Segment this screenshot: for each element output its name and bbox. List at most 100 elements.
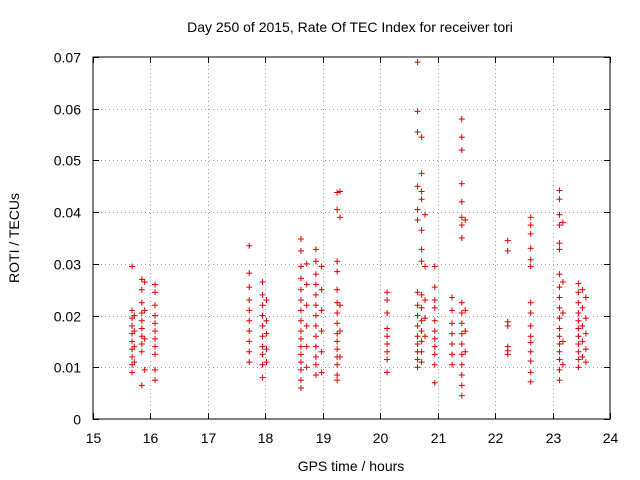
data-point (414, 206, 421, 213)
data-point (579, 338, 586, 345)
data-point (334, 377, 341, 384)
data-point (414, 216, 421, 223)
data-point (312, 322, 319, 329)
data-point (297, 317, 304, 324)
x-tick-label: 23 (546, 430, 562, 446)
data-point (246, 307, 253, 314)
y-axis-label: ROTI / TECUs (6, 193, 22, 283)
data-point (131, 328, 138, 335)
data-point (297, 247, 304, 254)
data-point (246, 317, 253, 324)
data-point (575, 299, 582, 306)
data-point (297, 335, 304, 342)
data-point (458, 134, 465, 141)
data-point (556, 284, 563, 291)
data-point (418, 291, 425, 298)
data-point (297, 263, 304, 270)
data-point (418, 246, 425, 253)
data-point (414, 341, 421, 348)
data-point (462, 348, 469, 355)
data-point (575, 325, 582, 332)
data-point (556, 240, 563, 247)
x-tick-label: 18 (258, 430, 274, 446)
data-point (312, 271, 319, 278)
data-point (246, 242, 253, 249)
data-point (303, 281, 310, 288)
data-point (431, 328, 438, 335)
x-tick-label: 16 (143, 430, 159, 446)
data-point (422, 315, 429, 322)
x-tick-label: 24 (603, 430, 619, 446)
data-point (504, 322, 511, 329)
data-point (414, 289, 421, 296)
data-point (449, 320, 456, 327)
x-axis-label: GPS time / hours (298, 458, 405, 474)
data-point (559, 338, 566, 345)
data-point (246, 328, 253, 335)
data-point (418, 304, 425, 311)
data-point (575, 280, 582, 287)
data-point (527, 378, 534, 385)
data-point (384, 297, 391, 304)
data-point (418, 348, 425, 355)
x-tick-label: 19 (316, 430, 332, 446)
data-point (384, 369, 391, 376)
data-point (458, 392, 465, 399)
data-point (556, 377, 563, 384)
data-point (504, 247, 511, 254)
data-point (458, 309, 465, 316)
data-point (462, 328, 469, 335)
data-point (131, 312, 138, 319)
data-point (129, 322, 136, 329)
data-point (527, 222, 534, 229)
data-point (312, 333, 319, 340)
data-point (556, 348, 563, 355)
data-point (152, 312, 159, 319)
data-point (263, 346, 270, 353)
data-point (141, 366, 148, 373)
data-point (556, 333, 563, 340)
data-point (152, 328, 159, 335)
data-point (575, 348, 582, 355)
data-point (297, 307, 304, 314)
data-point (458, 214, 465, 221)
data-point (334, 268, 341, 275)
y-tick-label: 0.06 (54, 102, 81, 118)
data-point (458, 222, 465, 229)
data-point (259, 322, 266, 329)
data-point (556, 304, 563, 311)
data-point (138, 299, 145, 306)
data-point (556, 341, 563, 348)
data-point (575, 341, 582, 348)
data-point (312, 372, 319, 379)
data-point (414, 302, 421, 309)
data-point (246, 297, 253, 304)
data-point (579, 353, 586, 360)
data-point (504, 237, 511, 244)
data-point (556, 315, 563, 322)
data-point (431, 297, 438, 304)
data-point (334, 338, 341, 345)
data-point (449, 341, 456, 348)
data-point (559, 309, 566, 316)
data-point (527, 333, 534, 340)
data-point (152, 289, 159, 296)
data-point (458, 116, 465, 123)
data-point (263, 317, 270, 324)
data-point (504, 351, 511, 358)
data-point (312, 302, 319, 309)
data-point (527, 322, 534, 329)
data-point (152, 343, 159, 350)
x-axis: 15 16 17 18 19 20 21 22 23 24 (86, 57, 619, 446)
data-point (259, 343, 266, 350)
data-point (152, 302, 159, 309)
data-point (297, 297, 304, 304)
data-point (297, 359, 304, 366)
data-point (527, 348, 534, 355)
data-point (138, 348, 145, 355)
data-point (418, 227, 425, 234)
data-point (559, 361, 566, 368)
data-point (458, 180, 465, 187)
data-point (318, 348, 325, 355)
data-point (418, 328, 425, 335)
